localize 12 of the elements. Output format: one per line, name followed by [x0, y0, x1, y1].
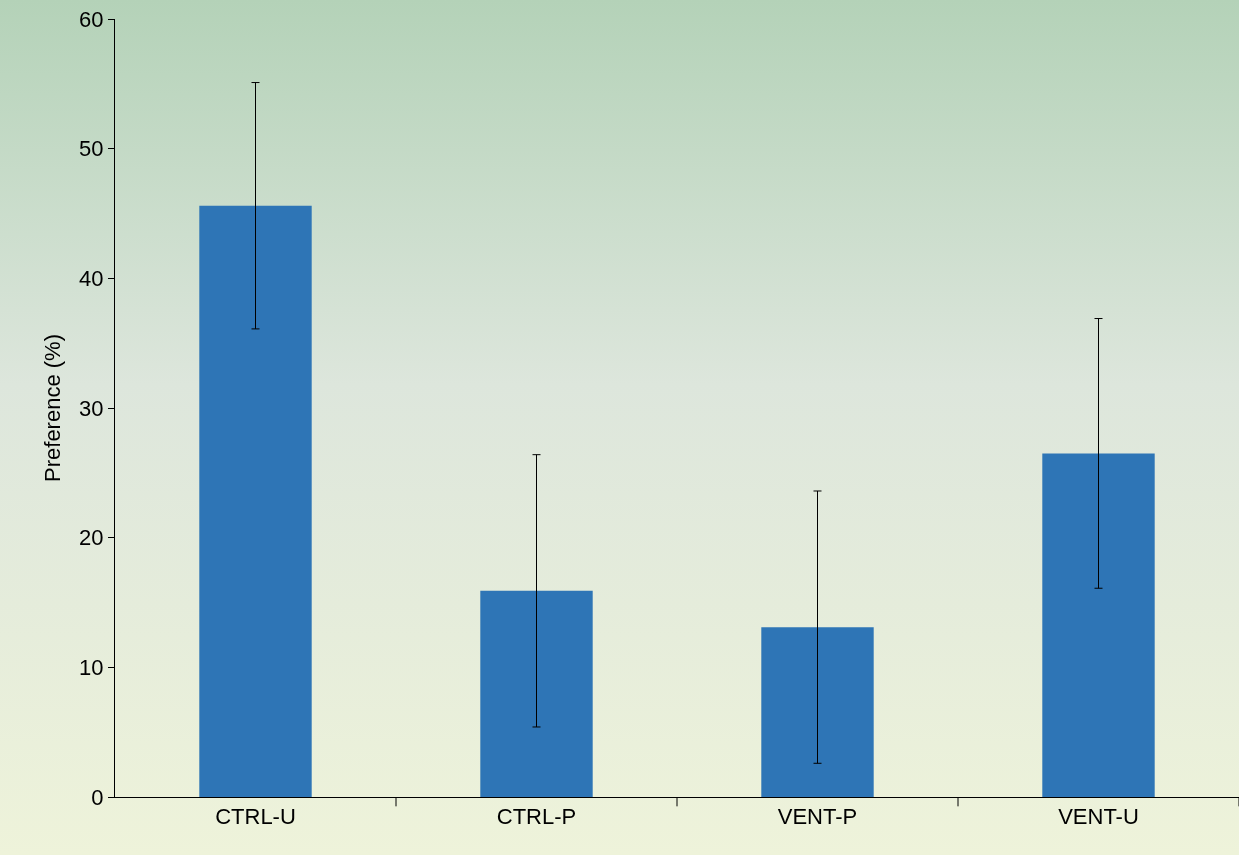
y-tick-label: 60: [79, 6, 104, 32]
x-tick-label: CTRL-P: [496, 804, 577, 830]
x-tick-label: CTRL-U: [215, 804, 296, 830]
x-tick-label: VENT-U: [1058, 804, 1139, 830]
y-tick-label: 20: [79, 525, 104, 551]
y-tick-label: 10: [79, 655, 104, 681]
y-axis-title: Preference (%): [39, 334, 65, 482]
x-tick-label: VENT-P: [777, 804, 858, 830]
y-tick-label: 0: [91, 784, 104, 810]
y-tick-label: 40: [79, 266, 104, 292]
y-tick-label: 50: [79, 136, 104, 162]
y-tick-label: 30: [79, 395, 104, 421]
